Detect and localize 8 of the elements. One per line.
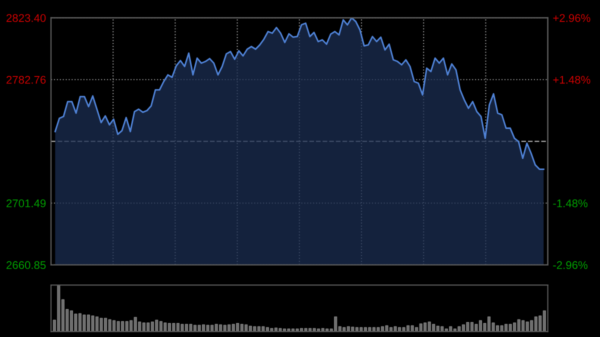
y-tick-label: 2782.76 [6,76,46,84]
y2-tick-label: +2.96% [553,14,590,22]
y2-tick-label: +1.48% [553,76,590,84]
y2-tick-label: -2.96% [553,261,588,270]
y-tick-label: 2660.85 [6,261,46,270]
y-tick-label: 2701.49 [6,199,46,208]
y2-tick-label: -1.48% [553,199,588,208]
y-tick-label: 2823.40 [6,14,46,22]
